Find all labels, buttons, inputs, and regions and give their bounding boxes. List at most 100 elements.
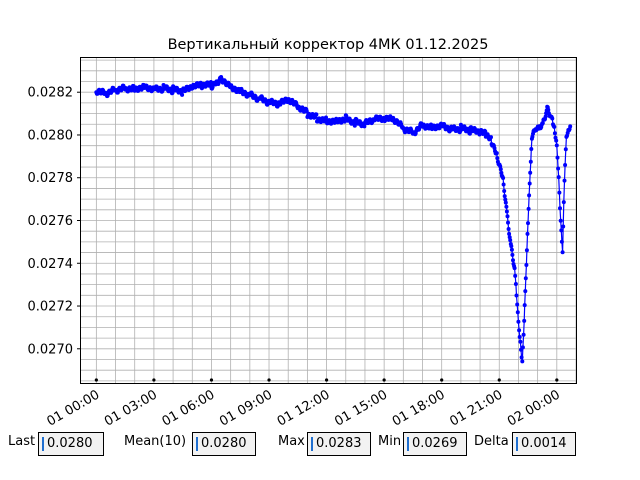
data-point xyxy=(520,359,525,364)
last-label: Last xyxy=(8,434,36,449)
data-point xyxy=(563,163,568,167)
data-point xyxy=(504,209,509,214)
data-point xyxy=(524,248,529,253)
data-point xyxy=(550,116,555,121)
data-point xyxy=(528,170,533,175)
data-point xyxy=(516,319,521,324)
y-tick-label: 0.0280 xyxy=(28,128,74,143)
data-point xyxy=(521,332,526,337)
data-point xyxy=(526,206,531,211)
data-point xyxy=(560,250,565,255)
data-point xyxy=(501,176,506,180)
data-point xyxy=(522,303,527,308)
data-point xyxy=(324,115,328,120)
max-value: 0.0283 xyxy=(316,436,362,451)
data-point xyxy=(558,218,563,223)
data-point xyxy=(507,231,512,236)
data-point xyxy=(492,146,497,151)
data-point xyxy=(513,282,518,286)
data-point xyxy=(517,335,522,339)
data-point xyxy=(515,310,520,315)
data-point xyxy=(509,247,514,252)
data-point xyxy=(563,147,568,152)
data-point xyxy=(180,92,185,97)
data-point xyxy=(517,328,522,333)
mean-value: 0.0280 xyxy=(201,436,247,451)
data-point xyxy=(561,224,566,229)
data-point xyxy=(467,131,472,136)
max-value-field[interactable]: 0.0283 xyxy=(307,432,371,456)
x-tick xyxy=(267,378,271,382)
x-tick-label: 01 12:00 xyxy=(275,387,333,429)
x-tick-label: 01 18:00 xyxy=(390,387,448,429)
x-tick xyxy=(555,378,559,382)
data-point xyxy=(561,200,566,205)
data-point xyxy=(520,345,525,350)
data-point xyxy=(528,159,533,164)
data-point xyxy=(503,197,508,202)
text-cursor xyxy=(196,437,198,451)
delta-value: 0.0014 xyxy=(521,436,567,451)
data-point xyxy=(562,178,567,183)
x-tick xyxy=(382,378,386,382)
data-point xyxy=(523,289,528,294)
data-point xyxy=(498,164,503,169)
data-point xyxy=(505,214,510,219)
x-tick xyxy=(94,378,98,382)
data-point xyxy=(489,135,493,140)
data-point xyxy=(508,238,513,243)
x-tick-label: 01 09:00 xyxy=(217,387,275,429)
data-point xyxy=(515,302,520,307)
data-point xyxy=(558,206,562,211)
data-point xyxy=(506,220,510,225)
x-tick-label: 02 00:00 xyxy=(505,387,563,429)
data-point xyxy=(540,121,545,126)
last-value-field[interactable]: 0.0280 xyxy=(38,432,104,456)
x-tick xyxy=(497,378,501,382)
data-point xyxy=(513,273,518,278)
data-point xyxy=(523,276,528,281)
data-point xyxy=(527,193,532,198)
y-axis: 0.0270 0.0272 0.0274 0.0276 0.0278 0.0280 0.02… xyxy=(28,86,81,357)
data-point xyxy=(526,221,530,226)
data-point xyxy=(559,228,564,233)
x-tick xyxy=(152,378,156,382)
data-point xyxy=(510,252,515,257)
data-point xyxy=(502,189,507,193)
delta-label: Delta xyxy=(474,434,509,449)
data-point xyxy=(527,181,532,186)
series-layer xyxy=(94,75,573,364)
x-tick xyxy=(209,378,214,382)
x-tick-label: 01 21:00 xyxy=(447,387,505,429)
data-point xyxy=(556,166,561,171)
data-point xyxy=(506,227,511,231)
data-point xyxy=(494,151,499,156)
x-tick-label: 01 03:00 xyxy=(102,387,160,429)
data-point xyxy=(554,143,559,148)
last-value: 0.0280 xyxy=(47,436,93,451)
x-tick-label: 01 15:00 xyxy=(332,387,390,429)
min-value-field[interactable]: 0.0269 xyxy=(403,432,467,456)
data-point xyxy=(509,244,514,249)
y-tick-label: 0.0272 xyxy=(28,300,74,315)
data-point xyxy=(529,147,534,151)
data-point xyxy=(518,339,523,344)
data-point xyxy=(555,155,560,160)
data-point xyxy=(504,204,509,209)
data-point xyxy=(511,258,515,263)
x-tick xyxy=(324,378,329,382)
data-point xyxy=(559,239,564,244)
data-point xyxy=(552,124,557,129)
mean-value-field[interactable]: 0.0280 xyxy=(192,432,256,456)
data-point xyxy=(554,138,559,143)
delta-value-field[interactable]: 0.0014 xyxy=(512,432,576,456)
data-point xyxy=(512,266,517,271)
x-tick xyxy=(440,378,444,382)
chart-title: Вертикальный корректор 4МК 01.12.2025 xyxy=(168,37,489,53)
data-point xyxy=(503,200,508,205)
data-point xyxy=(514,293,519,298)
data-point xyxy=(552,131,557,136)
y-tick-label: 0.0276 xyxy=(28,214,74,229)
data-point xyxy=(314,112,319,117)
